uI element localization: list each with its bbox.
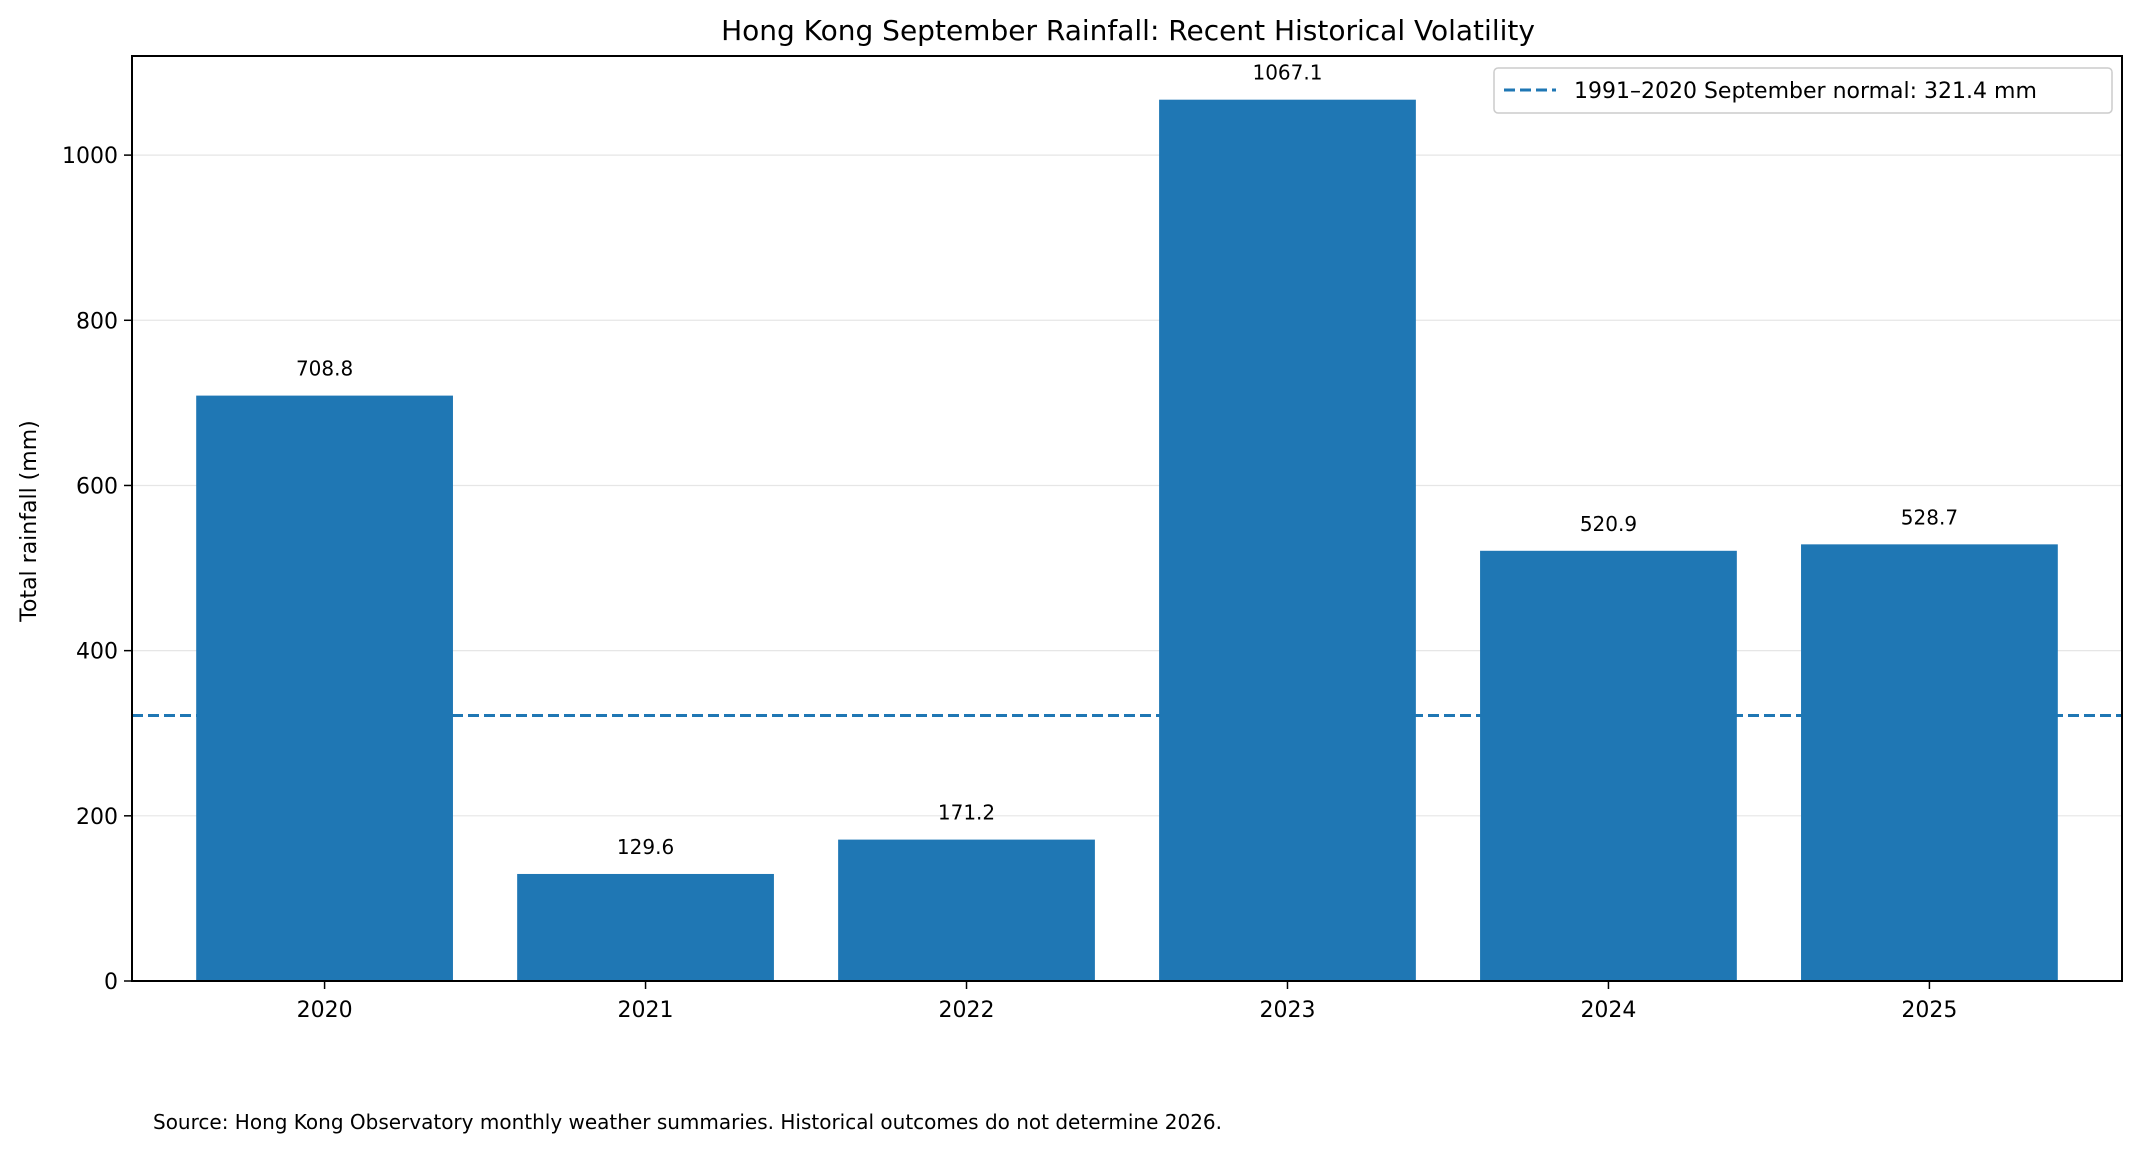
y-tick-label: 800 <box>76 309 118 334</box>
x-tick-label-2020: 2020 <box>297 998 353 1023</box>
bar-2023 <box>1159 99 1416 981</box>
bar-2024 <box>1480 550 1737 981</box>
plot-frame <box>131 55 2123 982</box>
bar-2020 <box>196 395 453 981</box>
data-label-2024: 520.9 <box>1580 512 1637 536</box>
data-label-2020: 708.8 <box>296 357 353 381</box>
x-tick-label-2025: 2025 <box>1901 998 1957 1023</box>
data-label-2023: 1067.1 <box>1252 61 1322 85</box>
bar-2022 <box>838 839 1095 981</box>
bar-2021 <box>517 873 774 981</box>
legend: 1991–2020 September normal: 321.4 mm <box>1493 67 2113 114</box>
bars <box>196 99 2058 981</box>
y-tick-label: 400 <box>76 640 118 665</box>
x-tick-label-2024: 2024 <box>1580 998 1636 1023</box>
source-note: Source: Hong Kong Observatory monthly we… <box>153 1110 1222 1134</box>
y-tick-label: 600 <box>76 474 118 499</box>
data-label-2021: 129.6 <box>617 835 674 859</box>
x-tick-label-2021: 2021 <box>618 998 674 1023</box>
chart-title: Hong Kong September Rainfall: Recent His… <box>721 14 1535 47</box>
y-tick-label: 0 <box>104 970 118 995</box>
y-axis: 0 200 400 600 800 1000 <box>62 144 132 995</box>
data-labels: 708.8 129.6 171.2 1067.1 520.9 528.7 <box>296 61 1958 859</box>
x-tick-label-2023: 2023 <box>1259 998 1315 1023</box>
y-axis-label: Total rainfall (mm) <box>17 420 42 622</box>
data-label-2025: 528.7 <box>1901 505 1958 529</box>
y-tick-label: 200 <box>76 805 118 830</box>
y-tick-label: 1000 <box>62 144 118 169</box>
legend-entry-normal: 1991–2020 September normal: 321.4 mm <box>1574 79 2037 104</box>
bar-2025 <box>1801 544 2058 981</box>
x-tick-label-2022: 2022 <box>939 998 995 1023</box>
legend-box <box>1493 67 2113 114</box>
data-label-2022: 171.2 <box>938 801 995 825</box>
x-axis: 2020 2021 2022 2023 2024 2025 <box>297 981 1957 1023</box>
